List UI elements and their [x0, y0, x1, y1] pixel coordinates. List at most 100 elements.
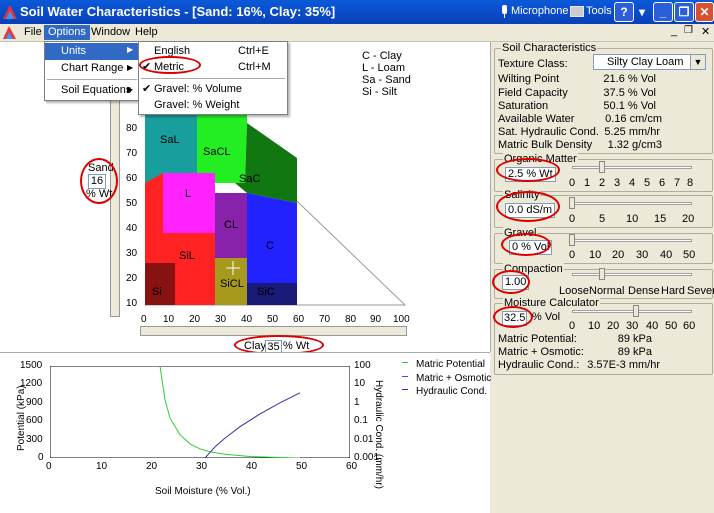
region-label-c: C [266, 240, 274, 252]
sand-highlight [80, 158, 118, 204]
compaction-highlight [492, 270, 530, 294]
menu-bar: File Options Window Help _ ❐ ✕ [0, 24, 714, 42]
microphone-icon[interactable] [499, 5, 510, 19]
menu-chart-range[interactable]: Chart Range [61, 62, 124, 74]
options-menu: Units ▶ Chart Range ▶ Soil Equations ▶ [44, 41, 140, 101]
legend-loam: L - Loam [362, 62, 406, 74]
moisture-track[interactable] [572, 310, 692, 313]
gravel-highlight [501, 233, 551, 256]
x-tick: 60 [293, 314, 305, 325]
compaction-thumb[interactable] [599, 268, 605, 280]
region-cl [215, 193, 247, 258]
x-tick: 100 [393, 314, 410, 325]
region-c [247, 193, 297, 305]
texture-class-select[interactable]: Silty Clay Loam ▼ [593, 54, 706, 70]
menu-gravel-weight[interactable]: Gravel: % Weight [154, 99, 240, 111]
region-label-l: L [185, 188, 192, 200]
submenu-arrow-icon: ▶ [127, 85, 134, 94]
gravel-track[interactable] [572, 239, 692, 242]
region-label-si: Si [152, 286, 162, 298]
x-tick: 20 [189, 314, 201, 325]
menu-help[interactable]: Help [135, 26, 158, 38]
salinity-thumb[interactable] [569, 197, 575, 209]
y-tick: 80 [126, 123, 138, 134]
tools-button[interactable]: Tools [586, 5, 612, 17]
region-label-cl: CL [224, 219, 239, 231]
gravel-thumb[interactable] [569, 234, 575, 246]
menu-options[interactable]: Options [44, 25, 90, 40]
x-tick: 70 [319, 314, 331, 325]
y-tick: 40 [126, 223, 138, 234]
mdi-minimize-button[interactable]: _ [671, 25, 678, 37]
menu-soil-equations[interactable]: Soil Equations [61, 84, 132, 96]
region-sal [145, 105, 197, 185]
wilting-point-value: 21.6 % Vol [603, 73, 656, 85]
region-l [163, 173, 215, 233]
menu-english[interactable]: English [154, 45, 191, 57]
gravel-ticks: 0 10 20 30 40 50 [569, 249, 696, 261]
region-label-sicl: SiCL [220, 278, 244, 290]
dropdown-arrow-icon[interactable]: ▾ [638, 5, 646, 19]
region-sic [247, 283, 297, 305]
menu-gravel-volume[interactable]: Gravel: % Volume [154, 83, 243, 95]
region-sicl [215, 258, 247, 305]
chart-y-tick: 1500 [20, 360, 43, 371]
moisture-calculator-group [494, 303, 713, 375]
bulk-density-value: 1.32 g/cm3 [607, 139, 662, 151]
chart-y-tick: 0 [38, 452, 44, 463]
mdi-restore-button[interactable]: ❐ [684, 25, 693, 36]
salinity-ticks: 0 5 10 15 20 [569, 213, 695, 225]
menu-window[interactable]: Window [91, 26, 131, 38]
moisture-calculator-title: Moisture Calculator [503, 297, 600, 309]
region-label-sac: SaC [239, 173, 261, 185]
chart-y2-tick: 1 [354, 396, 360, 408]
menu-english-shortcut: Ctrl+E [238, 45, 269, 57]
texture-triangle[interactable] [145, 43, 407, 313]
compaction-track[interactable] [572, 273, 692, 276]
dropdown-arrow-icon[interactable]: ▼ [690, 55, 705, 69]
close-button[interactable]: ✕ [695, 2, 714, 22]
salinity-highlight [496, 191, 560, 222]
chart-y2-tick: 10 [354, 378, 366, 390]
matric-potential-label: Matric Potential: [498, 333, 577, 345]
menu-file[interactable]: File [24, 26, 42, 38]
moisture-thumb[interactable] [633, 305, 639, 317]
doc-icon [3, 26, 16, 39]
chart-y2-tick: 100 [354, 360, 371, 371]
chart-y-tick: 600 [26, 415, 43, 427]
restore-button[interactable]: ❐ [674, 2, 694, 22]
organic-matter-thumb[interactable] [599, 161, 605, 173]
region-sacl [197, 105, 247, 185]
legend-swatch-hydraulic [402, 389, 408, 390]
microphone-button[interactable]: Microphone [511, 5, 569, 17]
compaction-ticks: Loose Normal Dense Hard Sever [559, 285, 714, 297]
sand-scrollbar[interactable] [110, 95, 120, 317]
saturation-value: 50.1 % Vol [603, 100, 656, 112]
x-tick: 0 [141, 314, 147, 325]
y-tick: 30 [126, 248, 138, 259]
saturation-label: Saturation [498, 100, 549, 112]
chart-x-tick: 10 [96, 461, 108, 472]
matric-osmotic-label: Matric + Osmotic: [498, 346, 584, 358]
minimize-button[interactable]: _ [653, 2, 673, 22]
organic-matter-track[interactable] [572, 166, 692, 169]
chart-y2-tick: 0.1 [354, 415, 368, 427]
x-tick: 10 [163, 314, 175, 325]
chart-y-tick: 1200 [20, 378, 43, 390]
menu-separator [141, 78, 285, 79]
region-si [145, 263, 175, 305]
mdi-close-button[interactable]: ✕ [701, 26, 711, 38]
salinity-group [494, 195, 713, 228]
help-icon[interactable]: ? [614, 2, 634, 22]
moisture-ticks: 0 10 20 30 40 50 60 [569, 320, 696, 332]
metric-highlight [139, 56, 201, 74]
tools-icon[interactable] [570, 6, 584, 17]
sat-hydraulic-label: Sat. Hydraulic Cond. [498, 126, 599, 138]
legend-swatch-osmotic [402, 376, 408, 377]
salinity-track[interactable] [572, 202, 692, 205]
chart-x-tick: 40 [246, 461, 258, 472]
wilting-point-label: Wilting Point [498, 73, 560, 85]
x-tick: 90 [370, 314, 382, 325]
menu-units[interactable]: Units [45, 43, 139, 60]
region-label-sacl: SaCL [203, 146, 231, 158]
